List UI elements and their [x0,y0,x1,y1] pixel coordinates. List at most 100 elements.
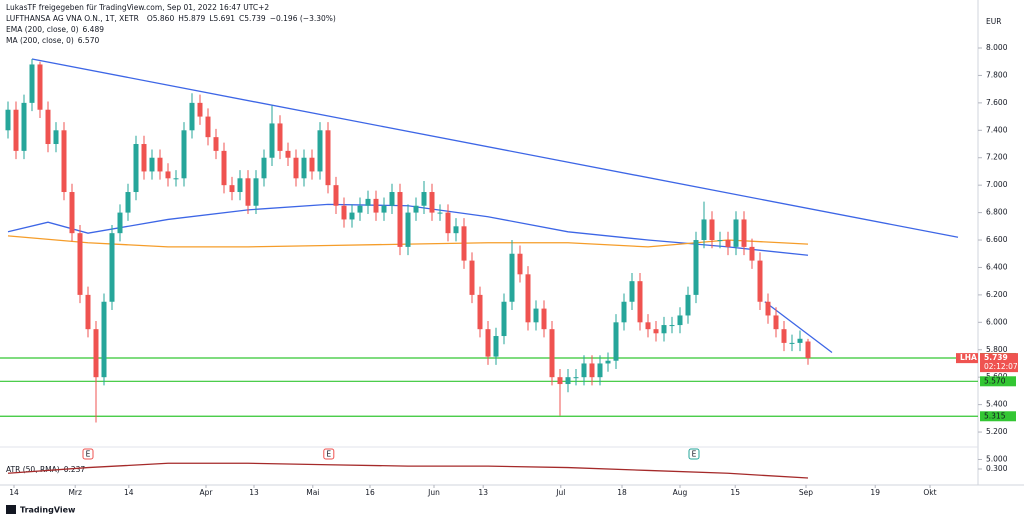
candle-body [485,329,491,357]
x-tick-label: 15 [730,488,740,497]
y-tick-label: 5.400 [986,400,1008,409]
candle-body [29,64,35,103]
candle-body [13,109,19,151]
candle-body [245,178,251,206]
candle-body [629,281,635,302]
x-tick-label: 18 [617,488,627,497]
x-tick-label: 19 [870,488,880,497]
candle-body [277,123,283,151]
candle-body [157,157,163,172]
level-label: 5.570 [984,376,1006,385]
level-label-box [980,411,1016,422]
candle-body [341,205,347,220]
candle-body [141,144,147,172]
y-tick-label: 6.000 [986,317,1008,326]
candle-body [125,192,131,213]
level-label-box [980,376,1016,387]
candle-body [189,102,195,131]
x-tick-label: 14 [124,488,134,497]
trend-line [31,58,959,238]
plot-area [0,58,978,423]
symbol-title: LUFTHANSA AG VNA O.N., 1T, XETR [6,14,139,23]
candle-body [493,336,499,357]
candle-body [397,192,403,247]
y-tick-label: 7.800 [986,70,1008,79]
candle-body [149,157,155,172]
candle-body [205,116,211,138]
candle-body [693,240,699,295]
candle-body [781,329,787,343]
indicator-value: 6.570 [78,36,100,45]
candle-body [133,144,139,193]
footer-logo: TradingView [20,506,76,515]
price-label: 5.739 [984,353,1008,362]
price-box [980,353,1018,373]
candle-body [349,212,355,220]
candle-body [261,157,267,179]
x-tick-label: 14 [9,488,19,497]
currency: EUR [986,17,1001,26]
event-label: E [326,450,331,459]
candle-body [37,64,43,110]
candle-body [669,325,675,327]
candle-body [789,342,795,344]
y-tick-label: 7.000 [986,180,1008,189]
candle-body [725,240,731,247]
event-marker [82,448,94,460]
y-tick-label: 8.000 [986,43,1008,52]
candle-body [373,198,379,213]
symbol-label: LHA [960,353,977,362]
candle-body [429,192,435,213]
candle-body [181,130,187,179]
candle-body [45,109,51,145]
event-marker [323,448,335,460]
candle-body [165,171,171,179]
candle-body [637,281,643,323]
candle-body [53,130,59,145]
atr-value: 0.237 [64,465,86,474]
candle-body [581,363,587,378]
candle-body [253,178,259,206]
y-tick-label: 7.400 [986,125,1008,134]
event-label: E [692,450,697,459]
candle-body [421,192,427,206]
candle-body [701,219,707,241]
candle-body [333,185,339,206]
x-tick-label: Apr [200,488,214,497]
candle-body [413,205,419,213]
candle-body [221,150,227,186]
candle-body [293,157,299,179]
candle-body [549,329,555,378]
level-label: 5.315 [984,411,1006,420]
candle-body [213,137,219,151]
candle-body [229,185,235,193]
symbol-box [956,353,978,364]
candle-body [365,198,371,206]
ohlc-value: −0.196 (−3.30%) [270,14,336,23]
candle-body [197,102,203,117]
candle-body [653,329,659,334]
candle-body [517,253,523,275]
candle-body [477,294,483,330]
candle-body [93,329,99,378]
candle-body [173,178,179,180]
candle-body [101,301,107,378]
x-tick-label: Sep [799,488,813,497]
candle-body [565,377,571,385]
candle-body [61,130,67,193]
candle-body [301,157,307,179]
candle-body [797,338,803,343]
ohlc-value: H5.879 [178,14,205,23]
ohlc-value: O5.860 [147,14,175,23]
candle-body [541,308,547,330]
candle-body [677,315,683,326]
atr-tick-label: 0.300 [986,464,1008,473]
x-tick-label: Mai [306,488,319,497]
candle-body [77,233,83,295]
candle-body [453,226,459,234]
candle-body [765,301,771,316]
candle-body [357,205,363,213]
candle-body [117,212,123,234]
event-label: E [86,450,91,459]
y-tick-label: 5.800 [986,345,1008,354]
